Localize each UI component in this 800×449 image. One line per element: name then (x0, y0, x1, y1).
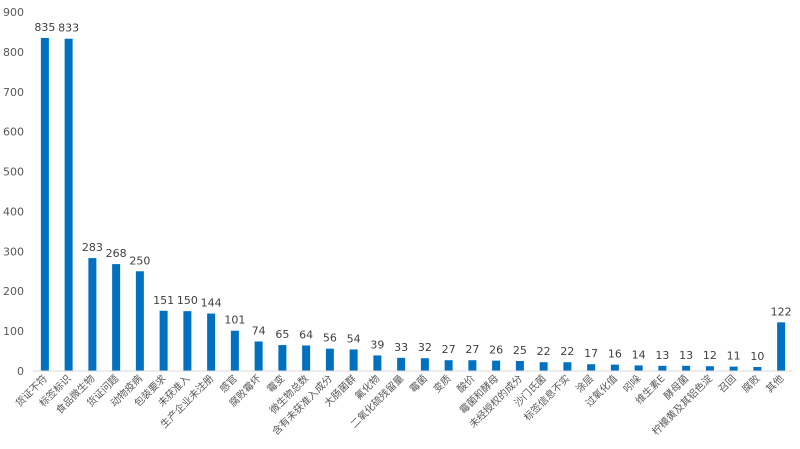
y-tick-label: 700 (3, 86, 24, 99)
data-label: 27 (465, 343, 479, 356)
bar (587, 364, 596, 371)
bar (373, 355, 382, 371)
bar (777, 322, 786, 371)
x-tick-label: 召回 (716, 373, 739, 396)
data-label: 250 (129, 254, 150, 267)
y-tick-label: 500 (3, 166, 24, 179)
bar (610, 364, 619, 371)
bar (539, 362, 548, 371)
data-label: 13 (655, 349, 669, 362)
x-tick-label: 其他 (763, 372, 786, 395)
bar (159, 310, 168, 371)
data-label: 283 (82, 241, 103, 254)
bar (254, 341, 263, 371)
data-label: 16 (608, 348, 622, 361)
data-label: 56 (323, 332, 337, 345)
y-tick-label: 800 (3, 46, 24, 59)
y-tick-label: 100 (3, 325, 24, 338)
data-label: 13 (679, 349, 693, 362)
bar (658, 365, 667, 371)
bar (183, 311, 192, 371)
x-tick-label: 变质 (430, 372, 453, 395)
bar (135, 271, 144, 371)
bar (302, 345, 311, 371)
data-label: 150 (177, 294, 198, 307)
y-tick-label: 300 (3, 245, 24, 258)
bar (397, 357, 406, 371)
bar (230, 330, 239, 371)
bar (634, 365, 643, 371)
data-label: 27 (442, 343, 456, 356)
bar (563, 362, 572, 371)
bar (40, 37, 49, 372)
bar (515, 361, 524, 371)
data-label: 74 (252, 324, 266, 337)
bar (325, 348, 334, 371)
data-label: 10 (750, 350, 764, 363)
data-label: 64 (299, 328, 313, 341)
y-tick-label: 600 (3, 126, 24, 139)
data-label: 835 (34, 21, 55, 34)
data-label: 14 (632, 348, 646, 361)
bar (705, 366, 714, 371)
bar (112, 264, 121, 371)
y-tick-label: 900 (3, 6, 24, 19)
data-label: 833 (58, 22, 79, 35)
bar (88, 258, 97, 371)
x-tick-label: 腐败 (739, 372, 762, 395)
bar (278, 345, 287, 371)
bar (64, 38, 73, 371)
data-label: 17 (584, 347, 598, 360)
data-label: 101 (224, 314, 245, 327)
data-label: 268 (106, 247, 127, 260)
data-label: 12 (703, 349, 717, 362)
data-label: 65 (275, 328, 289, 341)
y-axis: 0 100 200 300 400 500 600 700 800 900 (3, 6, 24, 378)
data-label: 22 (560, 345, 574, 358)
data-label: 25 (513, 344, 527, 357)
bar (729, 366, 738, 371)
x-tick-label: 霉菌 (407, 373, 430, 396)
data-label: 32 (418, 341, 432, 354)
bar (492, 360, 501, 371)
data-label: 26 (489, 344, 503, 357)
bar (444, 360, 453, 371)
y-tick-label: 0 (17, 365, 24, 378)
data-label: 22 (537, 345, 551, 358)
data-label: 11 (727, 350, 741, 363)
data-label: 151 (153, 294, 174, 307)
data-label: 122 (771, 305, 792, 318)
bar (207, 313, 216, 371)
bar (468, 360, 477, 371)
bar (349, 349, 358, 371)
data-label: 54 (347, 332, 361, 345)
bar (753, 367, 762, 371)
y-tick-label: 400 (3, 205, 24, 218)
data-label: 33 (394, 341, 408, 354)
bar (682, 365, 691, 371)
bar (420, 358, 429, 371)
data-label: 144 (201, 297, 222, 310)
data-label: 39 (370, 338, 384, 351)
y-tick-label: 200 (3, 285, 24, 298)
